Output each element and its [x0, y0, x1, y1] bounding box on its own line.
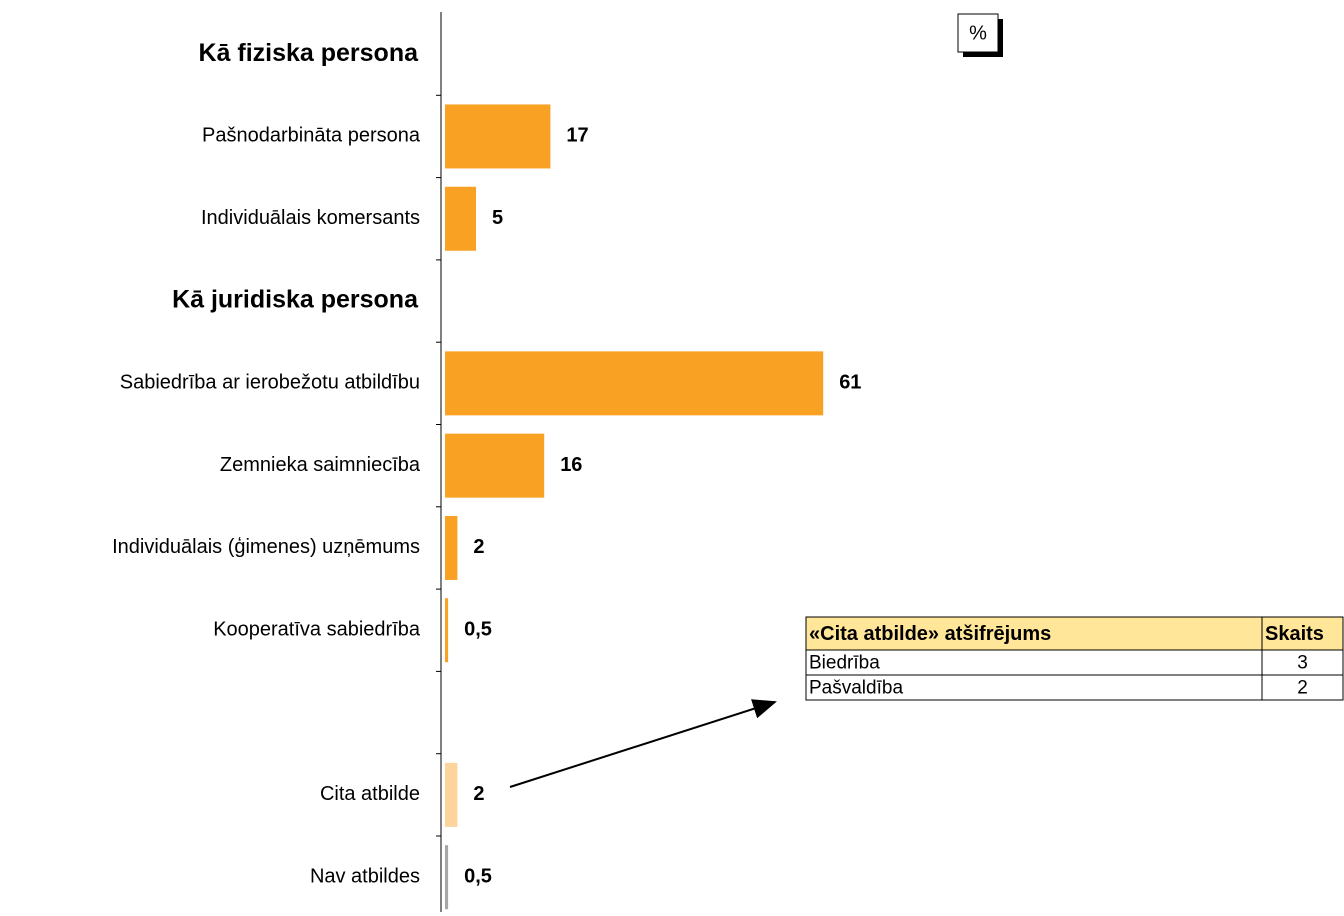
table: «Cita atbilde» atšifrējums Skaits Biedrība… [805, 616, 1344, 701]
unit-label: % [969, 22, 987, 44]
bar [445, 515, 458, 580]
table-cell: 2 [1297, 678, 1308, 699]
value-label: 16 [560, 454, 582, 476]
table-cell: Biedrība [809, 653, 880, 674]
category-label: Cita atbilde [320, 783, 420, 805]
unit-box [957, 13, 999, 53]
value-label: 61 [839, 372, 861, 394]
value-label: 17 [566, 125, 588, 147]
category-label: Individuālais (ģimenes) uzņēmums [112, 536, 420, 558]
value-label: 2 [473, 783, 484, 805]
table-cell: Pašvaldība [809, 678, 903, 699]
bar [445, 351, 824, 416]
bar [445, 104, 551, 169]
bar [445, 762, 458, 827]
table-header: Skaits [1265, 623, 1324, 645]
table-row [805, 674, 1344, 701]
table-row [805, 649, 1344, 676]
table-header: «Cita atbilde» atšifrējums [809, 623, 1051, 645]
bar [445, 598, 449, 663]
category-label: Nav atbildes [310, 865, 420, 887]
value-label: 0,5 [464, 619, 492, 641]
bar [445, 433, 545, 498]
table-cell: 3 [1297, 653, 1308, 674]
value-label: 2 [473, 536, 484, 558]
bar [445, 845, 449, 910]
category-label: Individuālais komersants [201, 207, 420, 229]
section-header: Kā fiziska persona [198, 39, 419, 67]
category-label: Pašnodarbināta persona [202, 125, 421, 147]
category-label: Kooperatīva sabiedrība [213, 619, 421, 641]
category-label: Sabiedrība ar ierobežotu atbildību [120, 372, 420, 394]
value-label: 0,5 [464, 865, 492, 887]
bar [445, 186, 476, 251]
arrow [509, 699, 777, 788]
value-label: 5 [492, 207, 503, 229]
category-label: Zemnieka saimniecība [220, 454, 421, 476]
section-header: Kā juridiska persona [172, 286, 419, 314]
